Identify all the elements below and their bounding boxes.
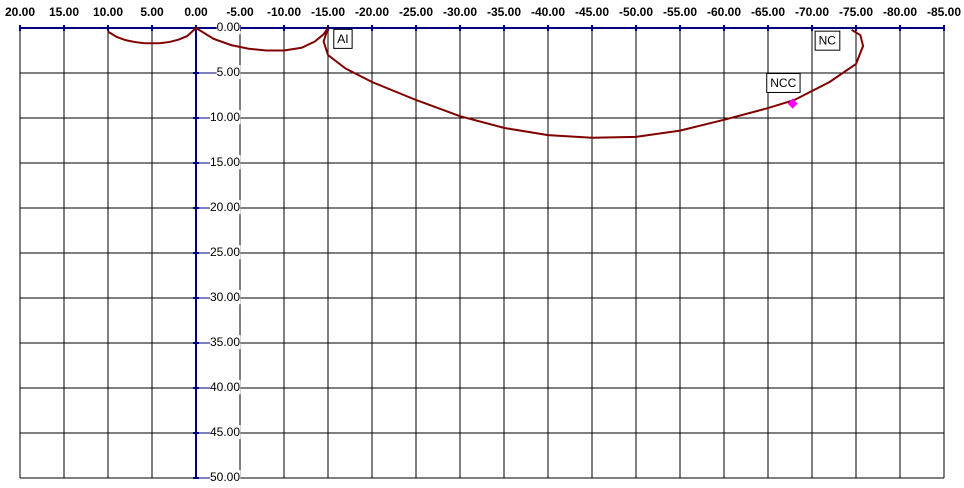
x-tick-label: 5.00 <box>140 5 164 19</box>
y-tick-label-bg <box>209 470 241 485</box>
x-tick-label: -85.00 <box>927 5 961 19</box>
y-tick-label: 5.00 <box>217 65 241 79</box>
y-tick-label-bg <box>216 65 241 80</box>
y-tick-label: 35.00 <box>210 335 240 349</box>
x-tick-label: -25.00 <box>399 5 433 19</box>
x-tick-label: 0.00 <box>184 5 208 19</box>
x-tick-label: -30.00 <box>443 5 477 19</box>
y-tick-label-bg <box>216 20 241 35</box>
y-tick-label: 20.00 <box>210 200 240 214</box>
y-tick-label-bg <box>209 200 241 215</box>
y-tick-label: 40.00 <box>210 380 240 394</box>
x-tick-label: 10.00 <box>93 5 123 19</box>
marker <box>787 98 798 109</box>
x-tick-label: -65.00 <box>751 5 785 19</box>
y-tick-label: 0.00 <box>217 20 241 34</box>
annotation-box <box>814 30 841 51</box>
y-tick-label-bg <box>209 335 241 350</box>
x-tick-label: -75.00 <box>839 5 873 19</box>
x-tick-label: -10.00 <box>267 5 301 19</box>
x-tick-label: -20.00 <box>355 5 389 19</box>
y-tick-label: 50.00 <box>210 470 240 484</box>
annotation: AI <box>337 32 348 46</box>
y-tick-label-bg <box>209 425 241 440</box>
annotation-box <box>333 28 353 49</box>
y-tick-label-bg <box>209 245 241 260</box>
x-tick-label: -80.00 <box>883 5 917 19</box>
series-line <box>107 26 865 139</box>
annotation: NCC <box>770 76 796 90</box>
x-tick-label: 15.00 <box>49 5 79 19</box>
y-tick-label: 15.00 <box>210 155 240 169</box>
y-tick-label: 10.00 <box>210 110 240 124</box>
x-tick-label: -15.00 <box>311 5 345 19</box>
annotation: NC <box>819 34 837 48</box>
x-tick-label: -5.00 <box>226 5 254 19</box>
y-tick-label: 30.00 <box>210 290 240 304</box>
annotation-box <box>766 72 801 93</box>
x-tick-label: -35.00 <box>487 5 521 19</box>
x-tick-label: -70.00 <box>795 5 829 19</box>
x-tick-label: 20.00 <box>5 5 35 19</box>
y-tick-label-bg <box>209 155 241 170</box>
x-tick-label: -60.00 <box>707 5 741 19</box>
x-tick-label: -50.00 <box>619 5 653 19</box>
x-tick-label: -45.00 <box>575 5 609 19</box>
y-tick-label: 45.00 <box>210 425 240 439</box>
y-tick-label-bg <box>209 380 241 395</box>
y-tick-label-bg <box>209 290 241 305</box>
x-tick-label: -55.00 <box>663 5 697 19</box>
y-tick-label-bg <box>209 110 241 125</box>
y-tick-label: 25.00 <box>210 245 240 259</box>
x-tick-label: -40.00 <box>531 5 565 19</box>
